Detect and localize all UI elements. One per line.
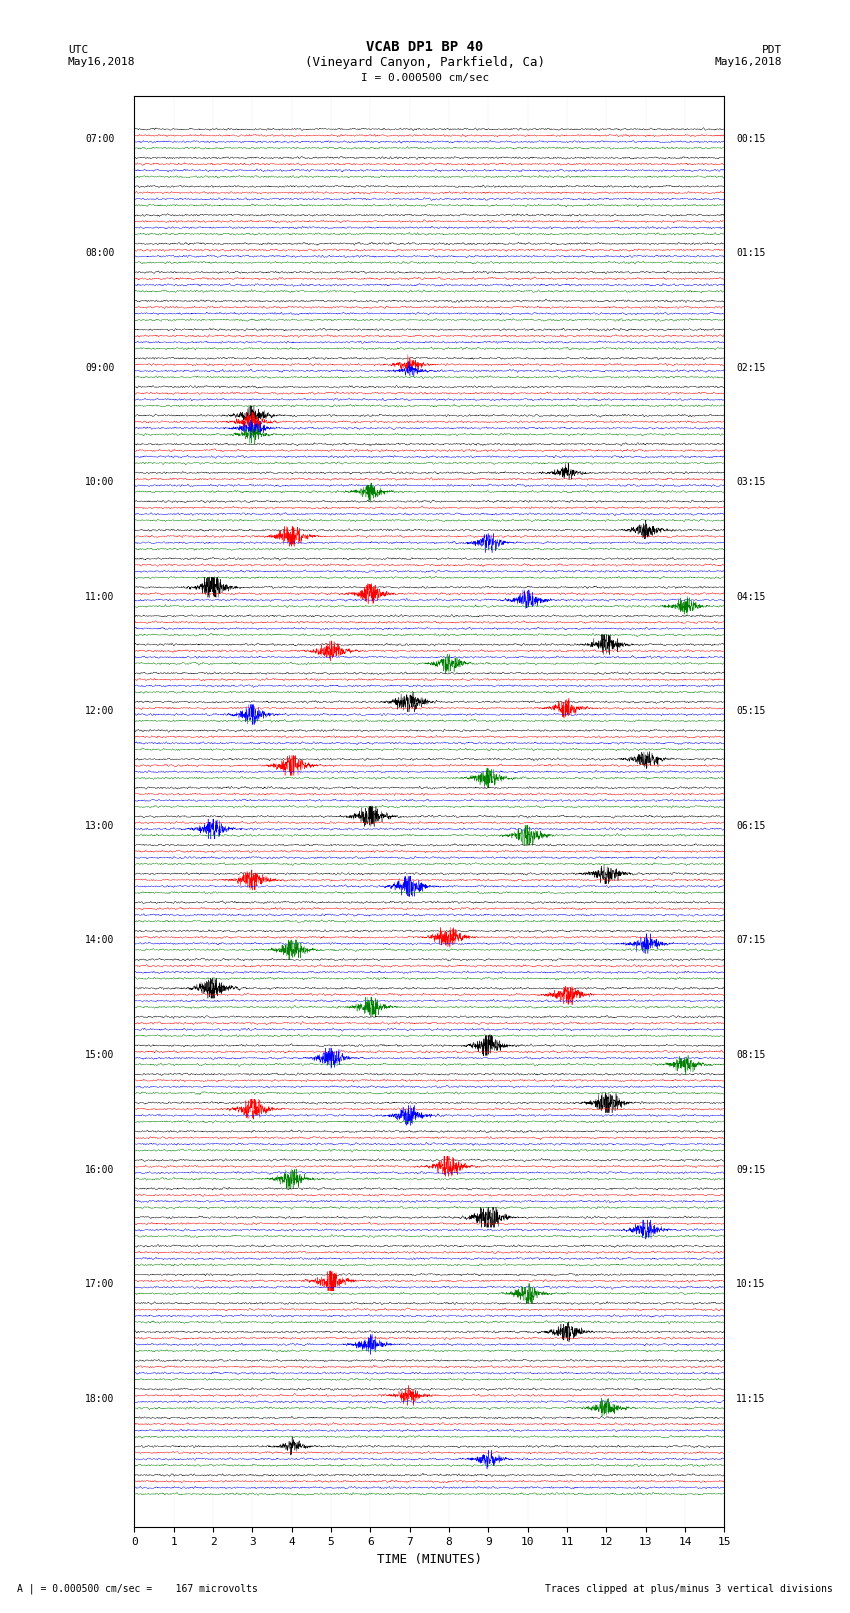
- X-axis label: TIME (MINUTES): TIME (MINUTES): [377, 1553, 482, 1566]
- Text: 10:15: 10:15: [736, 1279, 766, 1289]
- Text: VCAB DP1 BP 40: VCAB DP1 BP 40: [366, 40, 484, 55]
- Text: 18:00: 18:00: [85, 1394, 115, 1403]
- Text: 10:00: 10:00: [85, 477, 115, 487]
- Text: (Vineyard Canyon, Parkfield, Ca): (Vineyard Canyon, Parkfield, Ca): [305, 56, 545, 69]
- Text: 02:15: 02:15: [736, 363, 766, 373]
- Text: 07:00: 07:00: [85, 134, 115, 144]
- Text: 16:00: 16:00: [85, 1165, 115, 1174]
- Text: 17:00: 17:00: [85, 1279, 115, 1289]
- Text: 15:00: 15:00: [85, 1050, 115, 1060]
- Text: UTC
May16,2018: UTC May16,2018: [68, 45, 135, 66]
- Text: A | = 0.000500 cm/sec =    167 microvolts: A | = 0.000500 cm/sec = 167 microvolts: [17, 1582, 258, 1594]
- Text: 08:15: 08:15: [736, 1050, 766, 1060]
- Text: 11:15: 11:15: [736, 1394, 766, 1403]
- Text: 05:15: 05:15: [736, 706, 766, 716]
- Text: I = 0.000500 cm/sec: I = 0.000500 cm/sec: [361, 73, 489, 82]
- Text: 09:15: 09:15: [736, 1165, 766, 1174]
- Text: 09:00: 09:00: [85, 363, 115, 373]
- Text: 03:15: 03:15: [736, 477, 766, 487]
- Text: Traces clipped at plus/minus 3 vertical divisions: Traces clipped at plus/minus 3 vertical …: [545, 1584, 833, 1594]
- Text: 01:15: 01:15: [736, 248, 766, 258]
- Text: 11:00: 11:00: [85, 592, 115, 602]
- Text: 14:00: 14:00: [85, 936, 115, 945]
- Text: 06:15: 06:15: [736, 821, 766, 831]
- Text: 13:00: 13:00: [85, 821, 115, 831]
- Text: PDT
May16,2018: PDT May16,2018: [715, 45, 782, 66]
- Text: 07:15: 07:15: [736, 936, 766, 945]
- Text: 00:15: 00:15: [736, 134, 766, 144]
- Text: 04:15: 04:15: [736, 592, 766, 602]
- Text: 12:00: 12:00: [85, 706, 115, 716]
- Text: 08:00: 08:00: [85, 248, 115, 258]
